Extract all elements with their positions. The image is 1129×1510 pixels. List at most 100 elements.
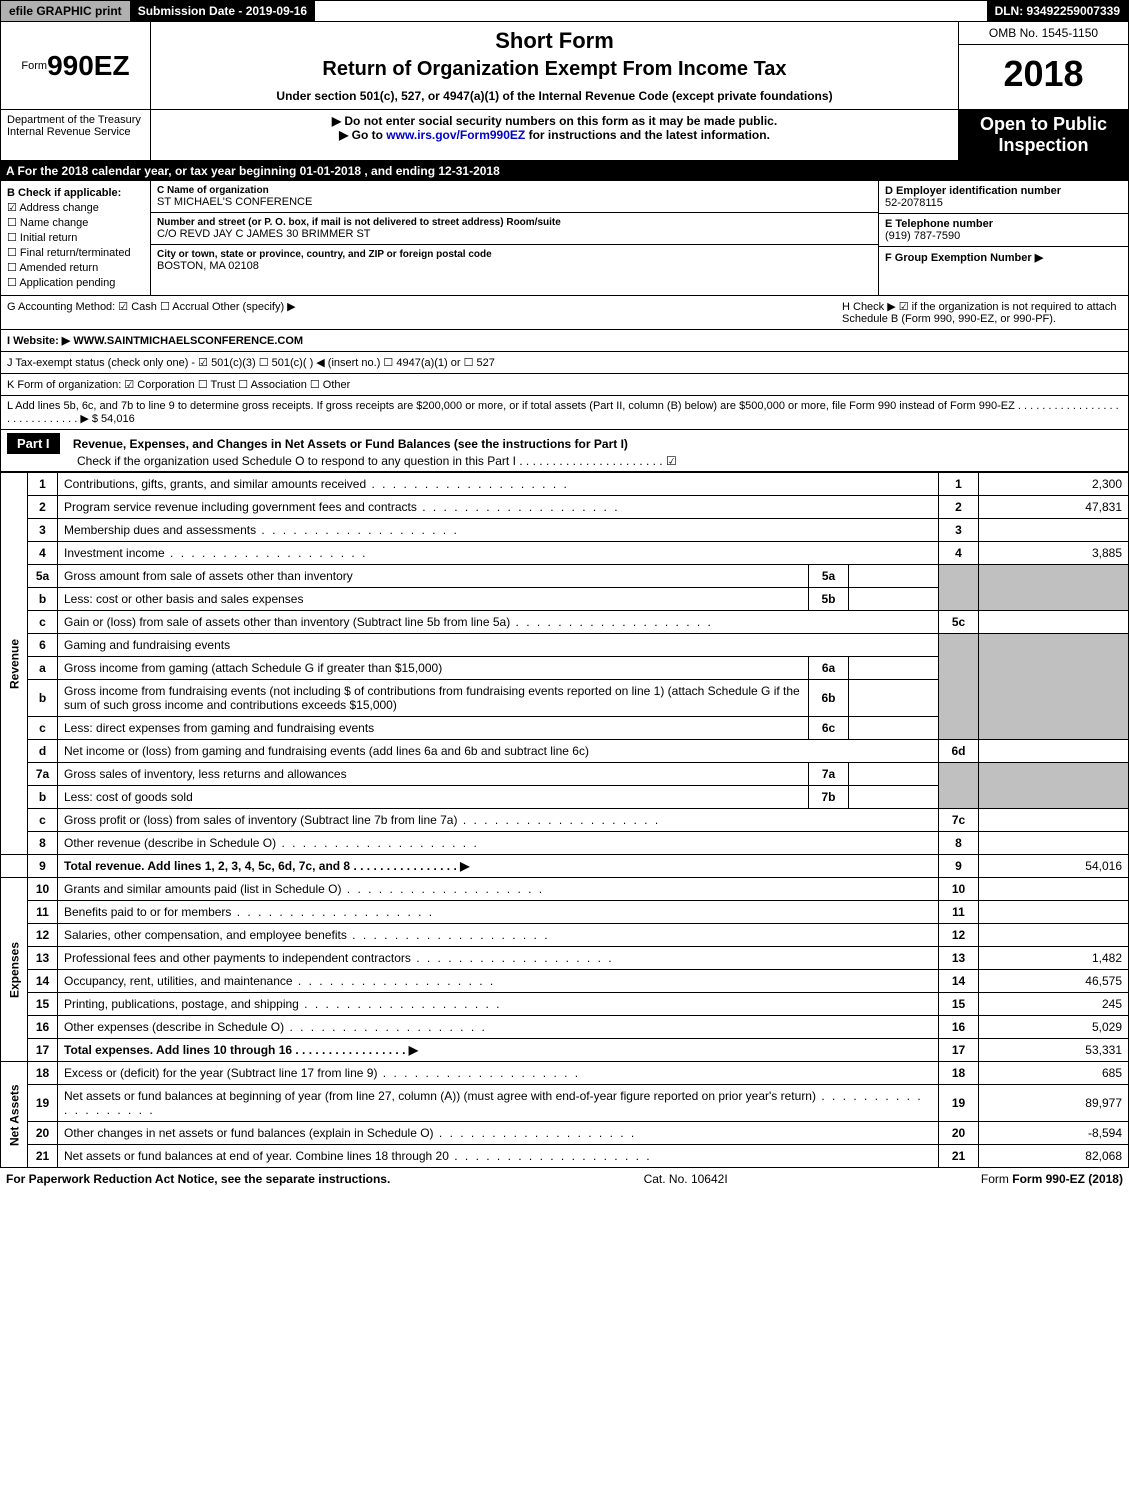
ln7a-subcol: 7a <box>809 763 849 786</box>
ln17-num: 17 <box>28 1039 58 1062</box>
tel-label: E Telephone number <box>885 218 1122 230</box>
ln7-shade1 <box>939 763 979 809</box>
ln7c-desc: Gross profit or (loss) from sales of inv… <box>58 809 939 832</box>
title-box: Short Form Return of Organization Exempt… <box>151 22 958 109</box>
ln5c-num: c <box>28 611 58 634</box>
goto-pre: ▶ Go to <box>339 128 386 142</box>
ln20-desc: Other changes in net assets or fund bala… <box>58 1122 939 1145</box>
ln4-num: 4 <box>28 542 58 565</box>
org-addr-cell: Number and street (or P. O. box, if mail… <box>151 213 878 245</box>
ln12-num: 12 <box>28 924 58 947</box>
ln20-col: 20 <box>939 1122 979 1145</box>
form-of-org: K Form of organization: ☑ Corporation ☐ … <box>7 378 350 391</box>
ln14-desc: Occupancy, rent, utilities, and maintena… <box>58 970 939 993</box>
footer-right: Form Form 990-EZ (2018) <box>981 1172 1123 1186</box>
ln11-val <box>979 901 1129 924</box>
part1-header-row: Part I Revenue, Expenses, and Changes in… <box>0 430 1129 472</box>
ln9-desc: Total revenue. Add lines 1, 2, 3, 4, 5c,… <box>58 855 939 878</box>
submission-date: Submission Date - 2019-09-16 <box>130 1 315 21</box>
ln6d-col: 6d <box>939 740 979 763</box>
ln16-desc: Other expenses (describe in Schedule O) <box>58 1016 939 1039</box>
ln5c-val <box>979 611 1129 634</box>
efile-label: efile GRAPHIC print <box>1 1 130 21</box>
ln3-val <box>979 519 1129 542</box>
ln6b-num: b <box>28 680 58 717</box>
ln2-val: 47,831 <box>979 496 1129 519</box>
org-right: D Employer identification number 52-2078… <box>878 181 1128 295</box>
ln6-shade1 <box>939 634 979 740</box>
dept-left: Department of the Treasury Internal Reve… <box>1 110 151 160</box>
section-a: A For the 2018 calendar year, or tax yea… <box>0 161 1129 181</box>
ln5b-desc: Less: cost or other basis and sales expe… <box>58 588 809 611</box>
dept-mid: ▶ Do not enter social security numbers o… <box>151 110 958 160</box>
ln15-col: 15 <box>939 993 979 1016</box>
footer-mid: Cat. No. 10642I <box>644 1172 728 1186</box>
org-name-cell: C Name of organization ST MICHAEL'S CONF… <box>151 181 878 213</box>
ln20-val: -8,594 <box>979 1122 1129 1145</box>
ln14-num: 14 <box>28 970 58 993</box>
check-initial[interactable]: Initial return <box>7 231 144 244</box>
ln7b-desc: Less: cost of goods sold <box>58 786 809 809</box>
ln19-desc: Net assets or fund balances at beginning… <box>58 1085 939 1122</box>
part1-title: Revenue, Expenses, and Changes in Net As… <box>73 437 628 451</box>
org-name: ST MICHAEL'S CONFERENCE <box>157 196 872 208</box>
ln2-col: 2 <box>939 496 979 519</box>
ln6d-val <box>979 740 1129 763</box>
org-city-label: City or town, state or province, country… <box>157 249 872 260</box>
ln21-val: 82,068 <box>979 1145 1129 1168</box>
form-number: 990EZ <box>47 50 130 82</box>
tel-cell: E Telephone number (919) 787-7590 <box>879 214 1128 247</box>
ln10-num: 10 <box>28 878 58 901</box>
ln6a-subcol: 6a <box>809 657 849 680</box>
irs-link[interactable]: www.irs.gov/Form990EZ <box>386 128 525 142</box>
check-address[interactable]: Address change <box>7 201 144 214</box>
ln5a-subcol: 5a <box>809 565 849 588</box>
ln8-col: 8 <box>939 832 979 855</box>
ln3-col: 3 <box>939 519 979 542</box>
ln6d-desc: Net income or (loss) from gaming and fun… <box>58 740 939 763</box>
ln5b-num: b <box>28 588 58 611</box>
check-final[interactable]: Final return/terminated <box>7 246 144 259</box>
row-k: K Form of organization: ☑ Corporation ☐ … <box>0 374 1129 396</box>
ln7b-subcol: 7b <box>809 786 849 809</box>
org-addr-label: Number and street (or P. O. box, if mail… <box>157 217 872 228</box>
ln1-num: 1 <box>28 473 58 496</box>
ln9-val: 54,016 <box>979 855 1129 878</box>
open-to-public: Open to Public Inspection <box>958 110 1128 160</box>
short-form-title: Short Form <box>161 28 948 54</box>
dept-instruction2: ▶ Go to www.irs.gov/Form990EZ for instru… <box>155 128 954 142</box>
ln7c-num: c <box>28 809 58 832</box>
ln19-val: 89,977 <box>979 1085 1129 1122</box>
ln6-shade2 <box>979 634 1129 740</box>
ln16-val: 5,029 <box>979 1016 1129 1039</box>
ln1-desc: Contributions, gifts, grants, and simila… <box>58 473 939 496</box>
ln5c-col: 5c <box>939 611 979 634</box>
check-pending[interactable]: Application pending <box>7 276 144 289</box>
ln1-val: 2,300 <box>979 473 1129 496</box>
footer-form: Form 990-EZ (2018) <box>1012 1172 1123 1186</box>
ein-value: 52-2078115 <box>885 197 1122 209</box>
ln15-val: 245 <box>979 993 1129 1016</box>
ln7b-num: b <box>28 786 58 809</box>
ln4-val: 3,885 <box>979 542 1129 565</box>
group-exemption-cell: F Group Exemption Number ▶ <box>879 247 1128 268</box>
check-name[interactable]: Name change <box>7 216 144 229</box>
ln16-num: 16 <box>28 1016 58 1039</box>
tax-year: 2018 <box>959 45 1128 103</box>
gross-receipts: L Add lines 5b, 6c, and 7b to line 9 to … <box>7 400 1122 425</box>
row-l: L Add lines 5b, 6c, and 7b to line 9 to … <box>0 396 1129 430</box>
footer-left: For Paperwork Reduction Act Notice, see … <box>6 1172 390 1186</box>
ln7b-subval <box>849 786 939 809</box>
ln6a-subval <box>849 657 939 680</box>
dept-line2: Internal Revenue Service <box>7 126 144 138</box>
ln19-num: 19 <box>28 1085 58 1122</box>
ln18-num: 18 <box>28 1062 58 1085</box>
checkbox-column: B Check if applicable: Address change Na… <box>1 181 151 295</box>
org-addr: C/O REVD JAY C JAMES 30 BRIMMER ST <box>157 228 872 240</box>
row-g: G Accounting Method: ☑ Cash ☐ Accrual Ot… <box>0 296 1129 330</box>
footer: For Paperwork Reduction Act Notice, see … <box>0 1168 1129 1190</box>
tel-value: (919) 787-7590 <box>885 230 1122 242</box>
ln6c-num: c <box>28 717 58 740</box>
check-amended[interactable]: Amended return <box>7 261 144 274</box>
ln19-col: 19 <box>939 1085 979 1122</box>
